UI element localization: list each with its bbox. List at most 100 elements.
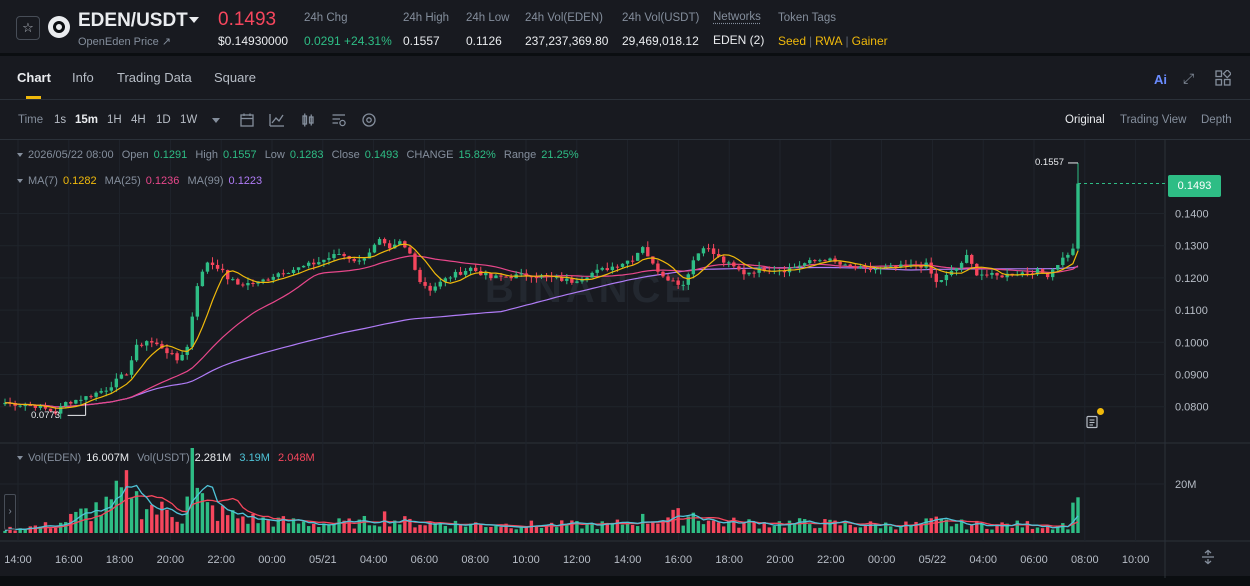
candle-body	[762, 267, 766, 271]
time-axis-label: 05/21	[309, 554, 337, 566]
volume-bar	[772, 526, 777, 533]
interval-1w[interactable]: 1W	[180, 114, 198, 126]
fit-vertical-icon[interactable]	[1200, 549, 1216, 565]
volume-ma-fast-path	[4, 484, 1079, 532]
chart-toolbar: Time 1s 15m 1H 4H 1D 1W	[0, 100, 1250, 140]
volume-bar	[909, 525, 913, 533]
ohlc-open-label: Open	[121, 149, 149, 161]
fullscreen-expand-icon[interactable]: ⤢	[1183, 70, 1195, 86]
trading-pair-symbol[interactable]: EDEN/USDT	[78, 10, 188, 31]
active-tab-indicator	[26, 96, 41, 99]
candle-body	[504, 276, 508, 278]
time-axis-label: 08:00	[461, 554, 489, 566]
calendar-icon[interactable]	[239, 112, 255, 128]
candle-body	[453, 271, 458, 278]
candle-body	[393, 244, 397, 249]
candle-body	[934, 273, 938, 282]
volume-bar	[1061, 523, 1065, 533]
view-trading-view[interactable]: Trading View	[1120, 114, 1187, 126]
volume-bar	[782, 527, 787, 533]
coin-price-link-text[interactable]: OpenEden Price	[78, 36, 159, 48]
candle-body	[28, 405, 33, 407]
stat-networks[interactable]: Networks EDEN (2)	[713, 11, 764, 47]
candle-body	[362, 258, 367, 261]
volume-bar	[393, 520, 397, 533]
chart-settings-gear-icon[interactable]	[361, 112, 377, 128]
price-axis-label: 0.1300	[1175, 241, 1209, 253]
volume-bar	[200, 493, 205, 533]
stat-value: 237,237,369.80	[525, 34, 609, 48]
tab-chart[interactable]: Chart	[17, 70, 51, 85]
view-depth[interactable]: Depth	[1201, 114, 1232, 126]
candle-body	[387, 243, 392, 249]
interval-1h[interactable]: 1H	[107, 114, 122, 126]
notes-icon[interactable]	[1085, 415, 1099, 429]
collapse-volume-chevron-icon[interactable]	[17, 456, 23, 461]
tag-rwa[interactable]: RWA	[815, 34, 843, 48]
vol-usdt-label: Vol(USDT)	[137, 452, 190, 464]
tab-square[interactable]: Square	[214, 70, 256, 85]
chart-scroll-handle[interactable]: ›	[4, 494, 16, 530]
coin-price-link[interactable]: OpenEden Price ↗	[78, 35, 171, 48]
token-tags-list: Seed | RWA | Gainer	[778, 34, 888, 48]
candle-body	[1035, 269, 1040, 275]
volume-bar	[377, 526, 382, 533]
volume-bar	[1030, 528, 1035, 533]
volume-bar	[944, 519, 949, 533]
volume-bar	[13, 530, 17, 533]
interval-1s[interactable]: 1s	[54, 114, 67, 126]
volume-bar	[312, 523, 316, 533]
volume-bar	[342, 520, 346, 533]
volume-bar	[641, 513, 645, 533]
volume-bar	[225, 515, 230, 533]
tab-trading-data[interactable]: Trading Data	[117, 70, 192, 85]
volume-bar	[883, 522, 888, 533]
candle-body	[317, 262, 321, 265]
volume-bar	[301, 521, 306, 533]
stat-label: 24h Chg	[304, 12, 348, 24]
volume-bar	[514, 529, 518, 533]
pair-dropdown-chevron-icon[interactable]	[189, 17, 199, 23]
candle-style-icon[interactable]	[300, 112, 316, 128]
interval-4h[interactable]: 4H	[131, 114, 146, 126]
stat-label[interactable]: Networks	[713, 11, 761, 23]
ai-assistant-icon[interactable]: Ai	[1154, 72, 1167, 87]
chart-settings-list-icon[interactable]	[331, 112, 347, 128]
tag-gainer[interactable]: Gainer	[851, 34, 888, 48]
candle-body	[646, 247, 650, 257]
last-price: 0.1493	[218, 9, 277, 30]
volume-bar	[286, 523, 291, 533]
candle-body	[666, 276, 670, 281]
volume-bar	[848, 524, 852, 533]
interval-time[interactable]: Time	[18, 114, 44, 126]
more-intervals-chevron-icon[interactable]	[212, 118, 220, 123]
tag-seed[interactable]: Seed	[778, 34, 807, 48]
candle-body	[438, 281, 442, 287]
volume-bar	[544, 525, 549, 533]
candle-body	[570, 278, 574, 283]
stat-value[interactable]: EDEN (2)	[713, 33, 765, 47]
volume-bar	[231, 510, 235, 533]
collapse-ma-chevron-icon[interactable]	[17, 179, 23, 184]
collapse-legend-chevron-icon[interactable]	[17, 153, 23, 158]
candle-body	[802, 263, 807, 266]
volume-bar	[33, 525, 38, 533]
volume-bar	[889, 526, 893, 533]
tab-info[interactable]: Info	[72, 70, 94, 85]
layout-grid-icon[interactable]	[1215, 70, 1231, 86]
interval-1d[interactable]: 1D	[156, 114, 171, 126]
candle-body	[701, 248, 706, 254]
volume-bar	[241, 516, 245, 533]
interval-15m[interactable]: 15m	[75, 114, 99, 126]
candle-body	[964, 254, 969, 263]
price-chart[interactable]: BINANCE 0.14000.13000.12000.11000.10000.…	[0, 84, 1250, 578]
volume-bar	[474, 522, 478, 533]
volume-bar	[89, 521, 93, 533]
volume-bar	[119, 487, 124, 533]
ma99-line	[5, 266, 1079, 408]
indicator-line-icon[interactable]	[269, 112, 285, 128]
favorite-star-icon[interactable]: ☆	[16, 16, 40, 40]
volume-bar	[453, 520, 458, 533]
volume-bar	[134, 491, 139, 533]
view-original[interactable]: Original	[1065, 114, 1105, 126]
